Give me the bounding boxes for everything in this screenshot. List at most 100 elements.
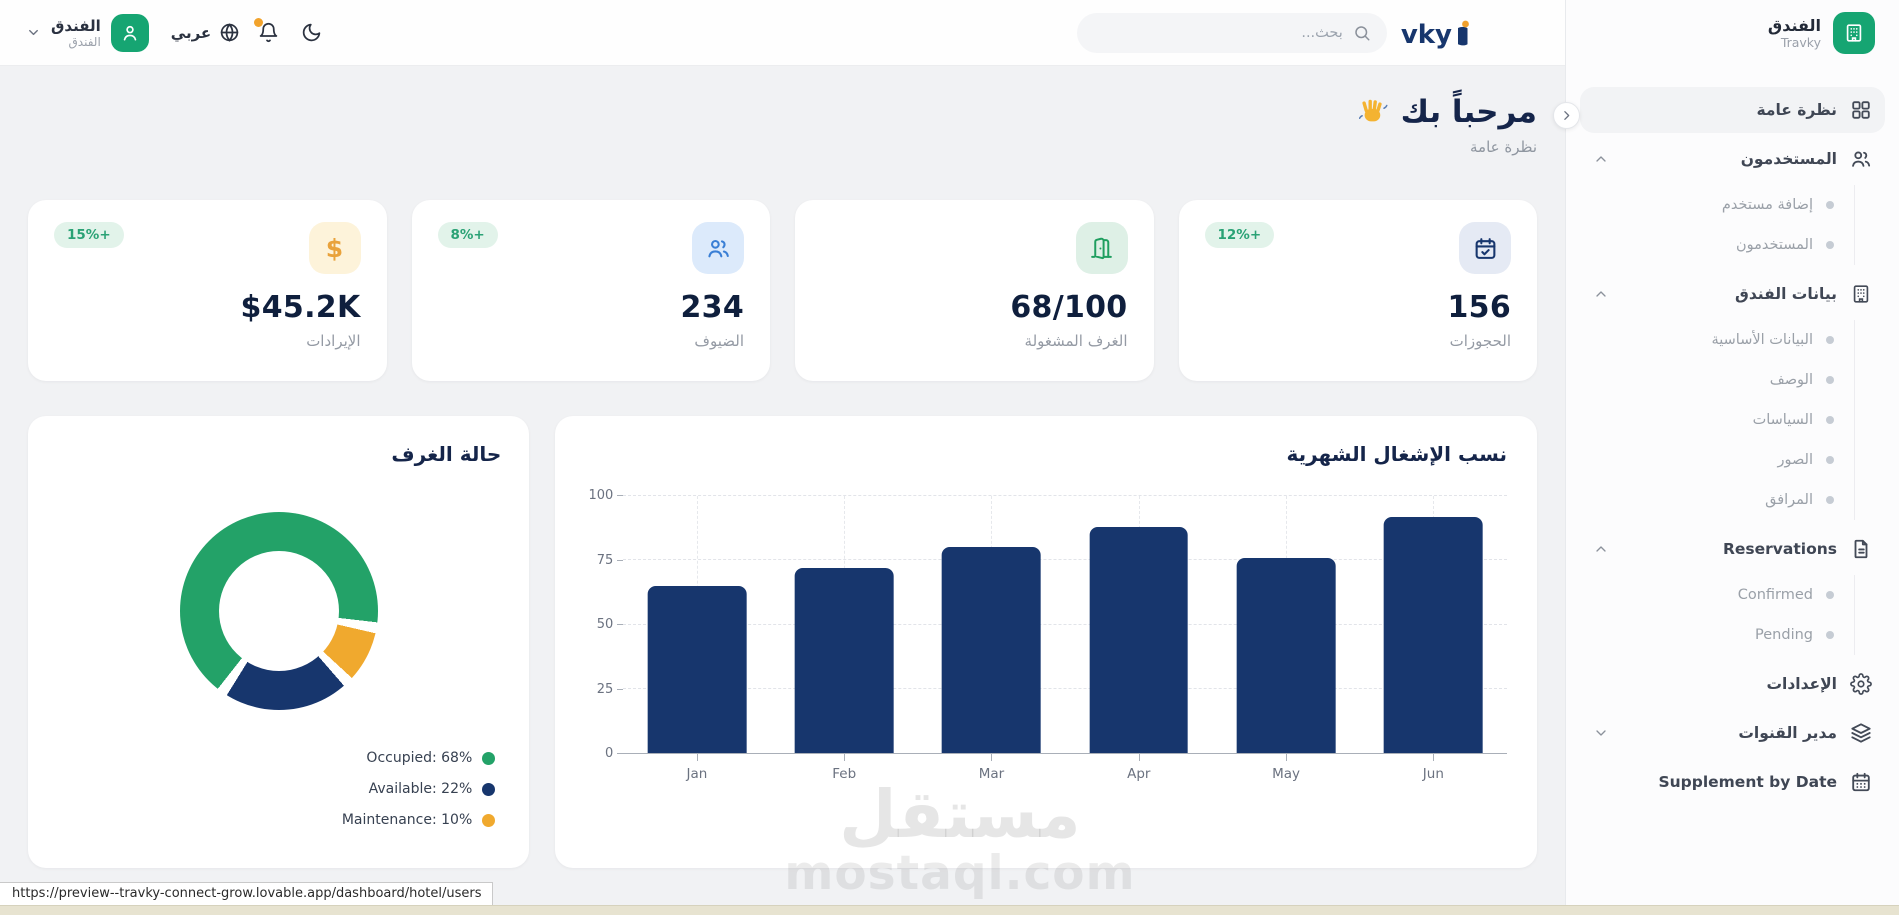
sidebar-item-users-list[interactable]: المستخدمون	[1578, 225, 1854, 265]
sidebar-item-pending[interactable]: Pending	[1578, 615, 1854, 655]
sidebar-item-facilities[interactable]: المرافق	[1578, 480, 1854, 520]
sidebar-item-hotel-data[interactable]: بيانات الفندق	[1580, 271, 1885, 317]
sidebar-item-users[interactable]: المستخدمون	[1580, 136, 1885, 182]
stat-label: الحجوزات	[1449, 332, 1511, 350]
sidebar-item-basic-data[interactable]: البيانات الأساسية	[1578, 320, 1854, 360]
stat-label: الضيوف	[694, 332, 744, 350]
bullet-icon	[1826, 456, 1834, 464]
notifications-button[interactable]	[254, 18, 283, 47]
sidebar-item-label: بيانات الفندق	[1734, 285, 1837, 303]
y-axis-label: 100	[588, 488, 614, 503]
sidebar-subitem-label: Pending	[1755, 627, 1813, 643]
stat-card-revenue: $15%+ $45.2K الإيرادات	[28, 200, 387, 381]
y-axis-label: 25	[596, 681, 614, 697]
x-axis-label: Feb	[832, 766, 857, 782]
gear-icon	[1850, 673, 1872, 695]
sidebar-subitem-label: إضافة مستخدم	[1721, 197, 1813, 213]
bullet-icon	[1826, 376, 1834, 384]
sidebar-subitem-label: Confirmed	[1737, 587, 1813, 603]
language-switcher[interactable]: عربي	[171, 22, 240, 43]
sidebar-item-channel-manager[interactable]: مدير القنوات	[1580, 710, 1885, 756]
wave-hand-icon	[1358, 97, 1389, 127]
users-icon	[1850, 148, 1872, 170]
legend-item: Available: 22%	[369, 781, 496, 797]
bullet-icon	[1826, 241, 1834, 249]
sidebar-collapse-button[interactable]	[1553, 102, 1580, 129]
app-name: الفندق	[1767, 16, 1821, 35]
page-subtitle: نظرة عامة	[1470, 138, 1537, 156]
gridline	[623, 623, 1507, 625]
y-axis-label: 0	[605, 746, 614, 761]
sidebar-item-label: Supplement by Date	[1658, 773, 1837, 791]
bar-may[interactable]	[1236, 557, 1336, 753]
topbar: vky عربي الفندق الفندق	[0, 0, 1565, 66]
donut-chart-title: حالة الغرف	[391, 442, 502, 466]
user-name: الفندق	[51, 16, 101, 35]
y-axis-tick	[617, 624, 624, 625]
travky-logo[interactable]: vky	[1401, 18, 1473, 48]
bullet-icon	[1826, 631, 1834, 639]
hotel-logo-icon[interactable]	[1833, 12, 1875, 54]
bar-jan[interactable]	[647, 585, 747, 753]
sidebar-subitem-label: البيانات الأساسية	[1711, 332, 1814, 348]
x-axis-tick	[1138, 754, 1140, 761]
bar-feb[interactable]	[794, 567, 894, 753]
chevron-up-icon	[1593, 541, 1609, 557]
document-icon	[1850, 538, 1872, 560]
donut-chart[interactable]	[179, 512, 378, 710]
sidebar-item-photos[interactable]: الصور	[1578, 440, 1854, 480]
chevron-right-icon	[1560, 109, 1573, 122]
bullet-icon	[1826, 496, 1834, 504]
sidebar-item-reservations[interactable]: Reservations	[1580, 526, 1885, 572]
globe-icon	[219, 22, 240, 43]
avatar	[110, 13, 149, 52]
sidebar-item-label: نظرة عامة	[1756, 101, 1837, 119]
x-axis-label: Apr	[1127, 766, 1151, 782]
dark-mode-toggle[interactable]	[297, 18, 326, 47]
x-axis-label: Mar	[978, 766, 1005, 782]
search-icon	[1353, 24, 1371, 42]
chevron-up-icon	[1593, 151, 1609, 167]
bar-slot-apr	[1065, 496, 1212, 761]
bar-slot-jun	[1360, 496, 1507, 761]
trend-badge: 12%+	[1204, 222, 1275, 248]
link-preview-tooltip: https://preview--travky-connect-grow.lov…	[0, 882, 493, 905]
stats-row: 12%+ 156 الحجوزات 68/100 الغرف المشغولة 8%+ 23…	[28, 200, 1537, 381]
page-title: مرحباً بك	[28, 94, 1537, 130]
bar-apr[interactable]	[1089, 526, 1189, 753]
legend-item: Occupied: 68%	[366, 750, 496, 766]
travky-logo-text: vky	[1400, 19, 1452, 50]
x-axis-tick	[991, 754, 993, 761]
sidebar-item-description[interactable]: الوصف	[1578, 360, 1854, 400]
x-axis-tick	[844, 754, 846, 761]
legend-dot	[482, 813, 496, 827]
chart-legend: Occupied: 68% Available: 22% Maintenance: …	[56, 750, 501, 828]
bar-slot-mar	[918, 496, 1065, 761]
legend-dot	[482, 751, 496, 765]
sidebar-item-settings[interactable]: الإعدادات	[1580, 661, 1885, 707]
grid-icon	[1850, 99, 1872, 121]
bullet-icon	[1826, 336, 1834, 344]
chevron-down-icon	[1593, 725, 1609, 741]
sidebar-item-overview[interactable]: نظرة عامة	[1580, 87, 1885, 133]
bar-jun[interactable]	[1383, 516, 1483, 753]
sidebar-subitem-label: المرافق	[1765, 492, 1813, 508]
calendar-check-icon	[1459, 222, 1511, 274]
search-box[interactable]	[1076, 12, 1387, 53]
stat-label: الإيرادات	[306, 332, 361, 350]
sidebar-item-confirmed[interactable]: Confirmed	[1578, 575, 1854, 615]
bottom-strip	[0, 905, 1899, 915]
y-axis-tick	[617, 688, 624, 690]
sidebar-item-policies[interactable]: السياسات	[1578, 400, 1854, 440]
user-menu[interactable]: الفندق الفندق	[26, 13, 149, 52]
stat-value: 68/100	[1010, 290, 1128, 325]
sidebar-menu: نظرة عامة المستخدمون إضافة مستخدم المستخدمو…	[1566, 66, 1899, 805]
sidebar-subitem-label: الصور	[1777, 452, 1813, 468]
room-status-card: حالة الغرف Occupied: 68% Available: 22% Ma…	[28, 416, 530, 868]
sidebar-item-add-user[interactable]: إضافة مستخدم	[1578, 185, 1854, 225]
search-input[interactable]	[1092, 24, 1343, 41]
sidebar-item-supplement-by-date[interactable]: Supplement by Date	[1580, 759, 1885, 805]
bullet-icon	[1826, 201, 1834, 209]
bar-mar[interactable]	[942, 547, 1041, 753]
